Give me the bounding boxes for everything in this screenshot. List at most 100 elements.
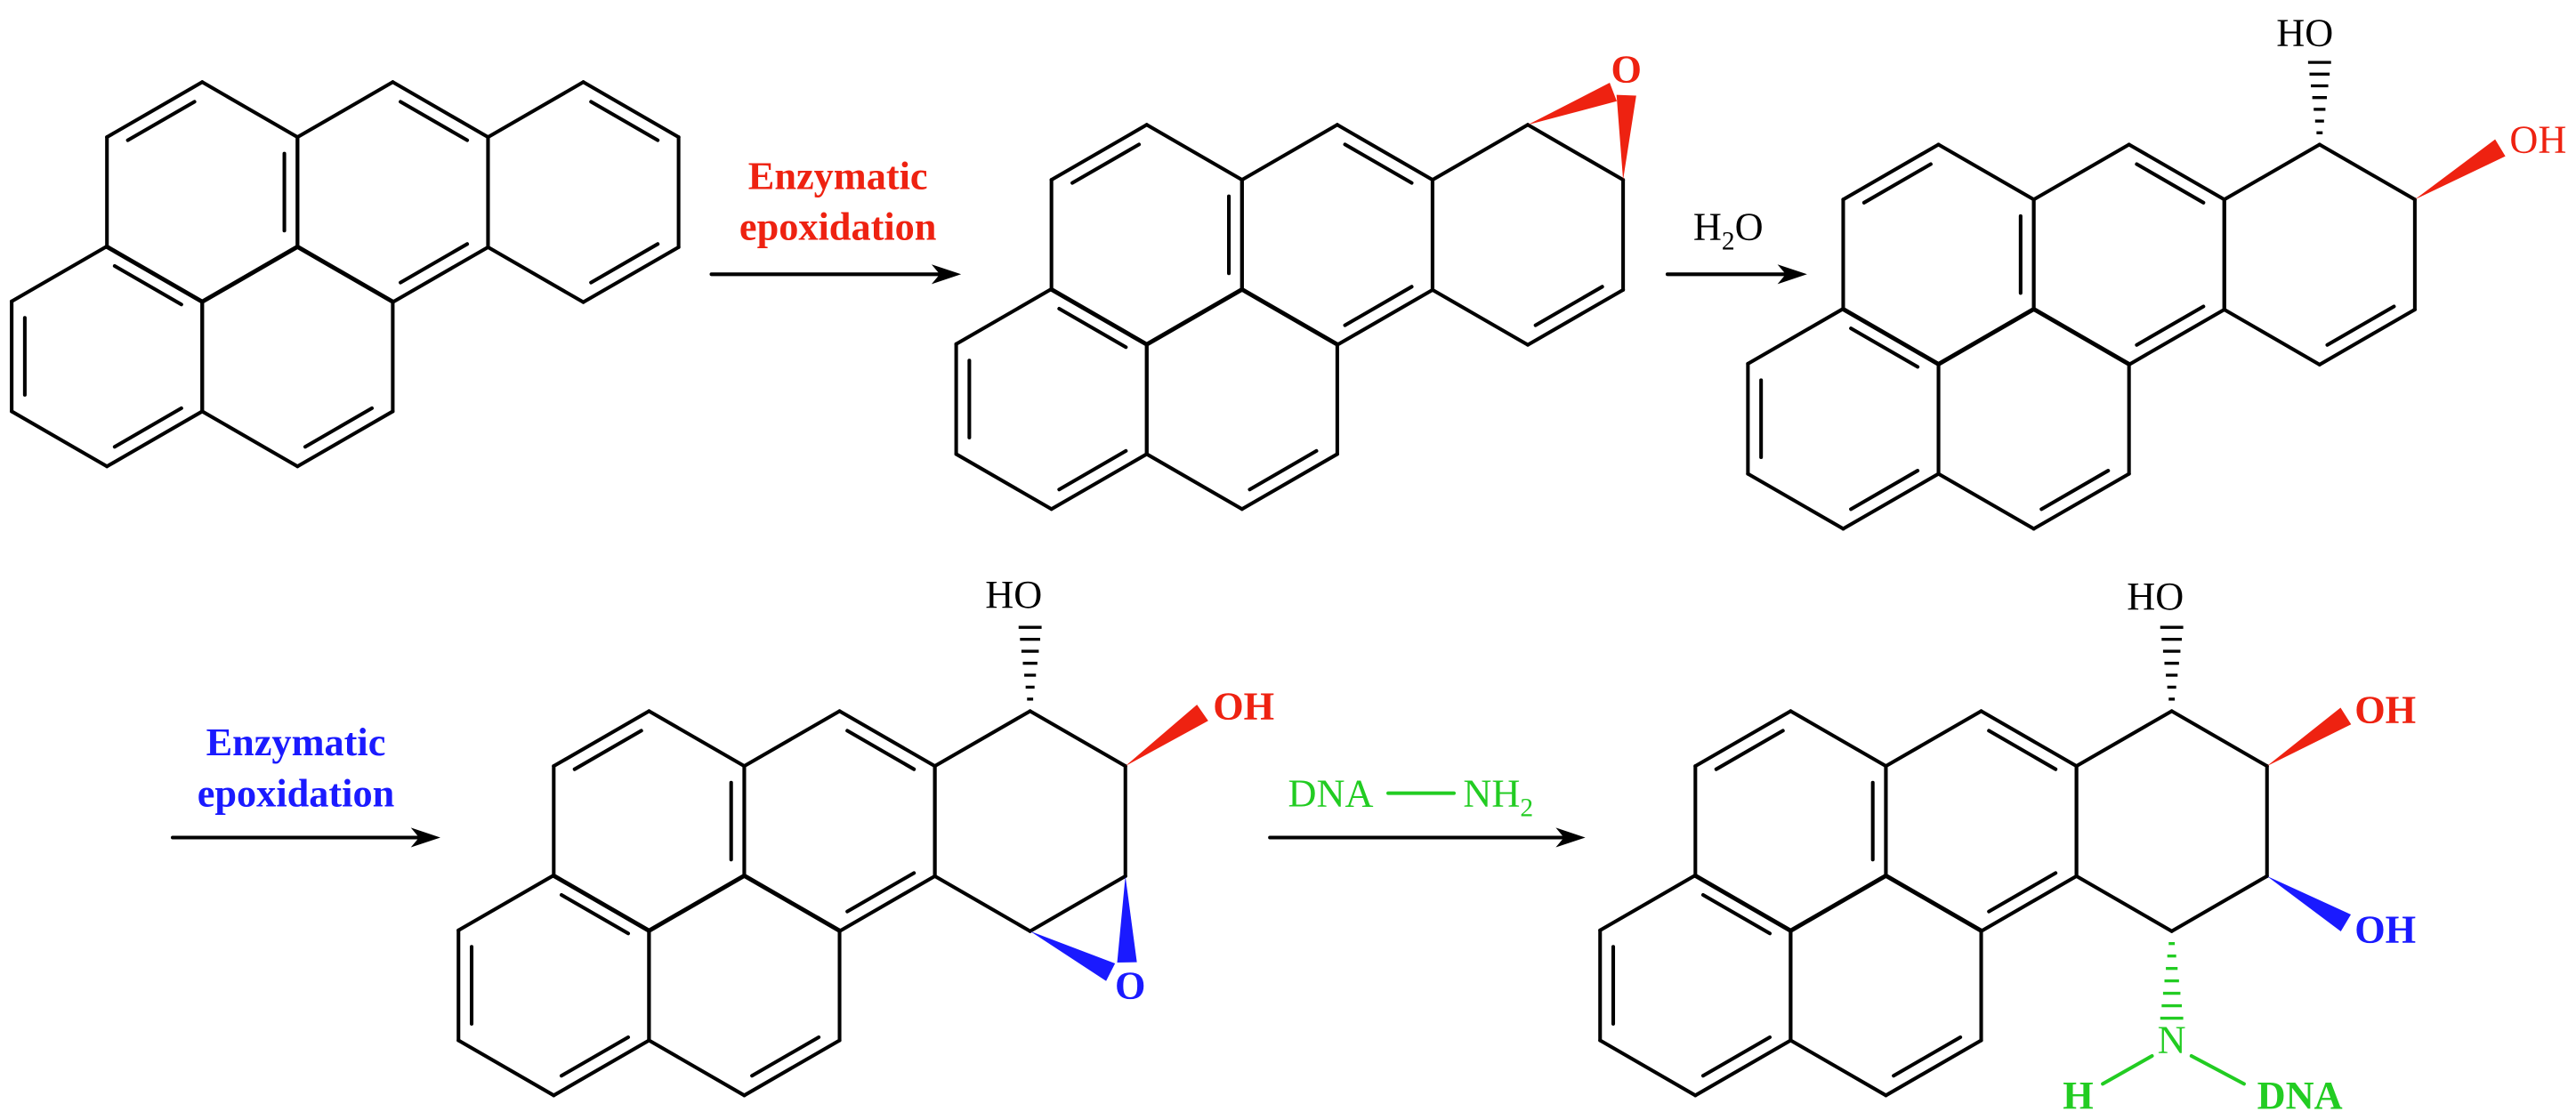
bond	[647, 873, 747, 932]
bond	[391, 80, 490, 140]
bond	[1070, 142, 1142, 185]
bonds	[10, 60, 2506, 1098]
reagent-label: DNA	[1288, 771, 1374, 815]
bond	[1335, 287, 1434, 347]
bond	[1789, 709, 1888, 769]
bond	[589, 242, 660, 285]
atom-label: OH	[2509, 118, 2566, 162]
bond	[10, 244, 109, 303]
bond	[2135, 304, 2206, 347]
bond	[742, 1038, 842, 1098]
bond	[1430, 123, 1530, 182]
bond	[1057, 306, 1128, 350]
bond	[1598, 1038, 1698, 1098]
bond	[1343, 142, 1414, 185]
reagent-label: Enzymatic	[206, 721, 386, 764]
bond	[1884, 1038, 1983, 1098]
atom-label: DNA	[2257, 1074, 2343, 1117]
bond	[200, 80, 300, 140]
bond	[1700, 892, 1772, 936]
bond	[572, 729, 643, 771]
bond	[1240, 286, 1339, 346]
bond	[1861, 162, 1933, 205]
arrow-head	[1555, 827, 1586, 848]
bond	[2189, 1053, 2246, 1086]
atom-label: O	[1611, 47, 1642, 91]
bond	[10, 409, 109, 469]
wedge-bond	[2266, 875, 2352, 931]
atom-label: OH	[1213, 685, 1274, 729]
bond	[1884, 709, 1983, 769]
bond	[1746, 471, 1845, 531]
bond	[647, 709, 747, 769]
bond	[1841, 471, 1941, 531]
bond	[2031, 142, 2131, 202]
bond	[1979, 874, 2079, 933]
bond	[1841, 307, 1941, 366]
reagent-part: H	[1693, 205, 1722, 249]
bond	[2127, 142, 2226, 202]
bond	[837, 874, 937, 933]
atom-labels: O HO OH HO OH O HO OH OH N H DNA	[985, 12, 2566, 1117]
bond	[1028, 709, 1127, 769]
bond	[1892, 1035, 1963, 1078]
bond	[1693, 873, 1793, 932]
bond	[1849, 326, 1920, 369]
bond	[1789, 873, 1888, 932]
bond	[2074, 874, 2174, 933]
bond	[112, 263, 183, 307]
bond	[1430, 287, 1530, 347]
bond	[1240, 123, 1339, 182]
reagent-subscript: 2	[1520, 794, 1533, 822]
bond	[105, 409, 205, 469]
bond	[1936, 471, 2036, 531]
bond	[1144, 123, 1244, 182]
arrow-head	[1777, 264, 1807, 285]
bond	[845, 729, 917, 771]
bond	[845, 871, 917, 914]
bond	[2317, 307, 2417, 367]
bond	[1343, 285, 1414, 327]
reagent-subscript: 2	[1722, 228, 1735, 256]
bond	[1841, 142, 1941, 202]
bond	[559, 1035, 630, 1078]
bond	[200, 409, 300, 469]
bond	[2169, 709, 2269, 769]
bond	[1049, 286, 1149, 346]
bond	[1533, 285, 1604, 327]
bond	[399, 100, 470, 142]
bond	[2031, 307, 2131, 366]
wedge-bond	[1528, 83, 1617, 125]
wedge-bond	[1616, 94, 1636, 181]
wedge-bond	[2266, 707, 2352, 767]
bond	[552, 873, 651, 932]
atom-label: HO	[2276, 12, 2333, 55]
bond	[295, 409, 395, 469]
atom-label: N	[2158, 1018, 2186, 1061]
wedge-bond	[1117, 875, 1137, 963]
bond	[954, 286, 1054, 346]
bond	[2135, 162, 2206, 205]
atom-label: HO	[2127, 575, 2184, 618]
bond	[1057, 448, 1128, 492]
reagent-label: H2O	[1693, 205, 1764, 256]
bond	[2325, 304, 2396, 347]
bond	[1714, 729, 1785, 771]
wedge-bond	[1030, 931, 1116, 981]
bond	[552, 1038, 651, 1098]
reagent-part: O	[1735, 205, 1764, 249]
bond	[589, 100, 660, 142]
bond	[1144, 452, 1244, 512]
bond	[1144, 286, 1244, 346]
arrow-labels: Enzymatic epoxidation H2O Enzymatic epox…	[198, 154, 1764, 822]
bond	[1700, 1035, 1772, 1078]
bond	[1049, 452, 1149, 512]
bond	[2169, 874, 2269, 933]
bond	[1979, 709, 2079, 769]
bond	[1936, 307, 2036, 366]
wedge-bond	[1125, 705, 1208, 767]
bond	[105, 244, 205, 303]
bond	[1987, 871, 2058, 914]
bond	[125, 100, 197, 142]
